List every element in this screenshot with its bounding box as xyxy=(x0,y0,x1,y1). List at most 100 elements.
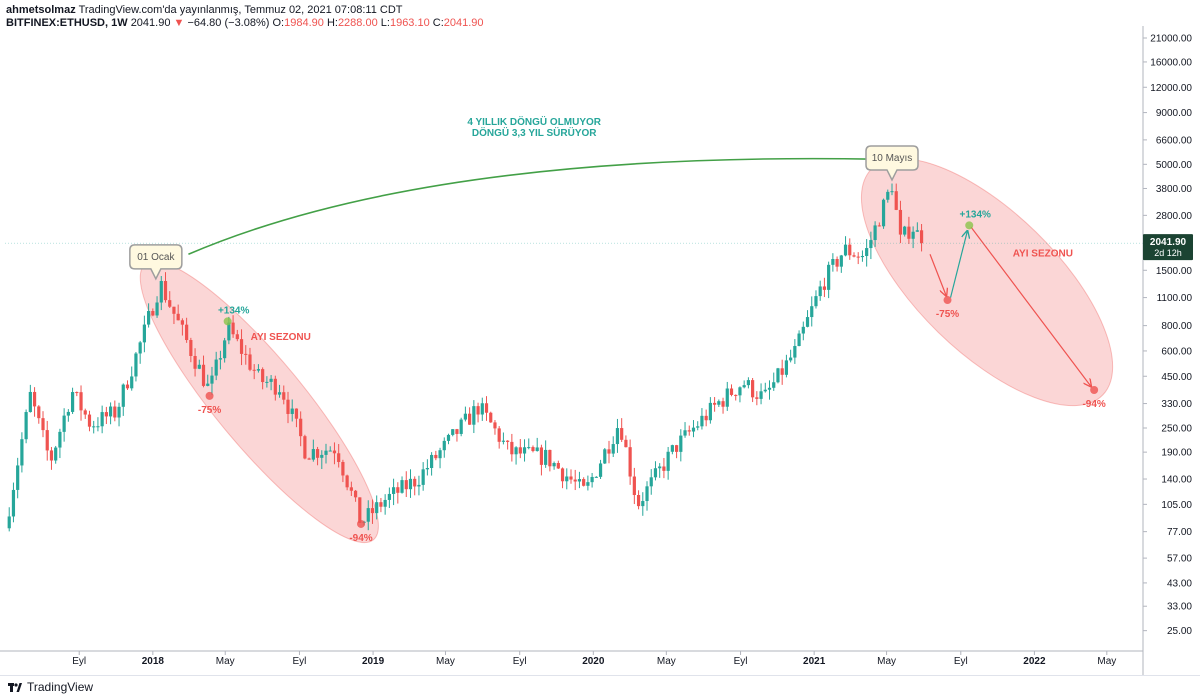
candle xyxy=(881,198,886,229)
candle xyxy=(535,437,539,452)
candle xyxy=(408,469,413,498)
candle-body xyxy=(641,501,645,507)
candle-body xyxy=(784,360,789,375)
bear-season-label: AYI SEZONU xyxy=(251,332,311,343)
candle xyxy=(679,429,683,462)
price-tick-label: 2800.00 xyxy=(1156,211,1193,222)
candle-body xyxy=(358,497,362,523)
symbol-label[interactable]: BITFINEX:ETHUSD, 1W xyxy=(6,17,128,29)
candle xyxy=(522,439,527,462)
candle-body xyxy=(780,368,784,375)
candle xyxy=(497,426,501,449)
candle-body xyxy=(801,326,805,334)
candle xyxy=(556,460,560,470)
candle-body xyxy=(831,259,835,265)
candle xyxy=(641,492,645,516)
candle-body xyxy=(776,368,780,383)
candle xyxy=(636,490,641,510)
down-triangle-icon: ▼ xyxy=(173,17,185,29)
percent-label: +134% xyxy=(218,305,250,316)
tradingview-logo[interactable]: TradingView xyxy=(8,680,93,694)
price-tick-label: 1100.00 xyxy=(1157,293,1193,304)
candle-body xyxy=(721,401,725,407)
low-value: 1963.10 xyxy=(389,17,430,29)
candle xyxy=(324,443,328,464)
candle-body xyxy=(16,465,20,490)
candle xyxy=(810,296,814,327)
percent-label: -94% xyxy=(1082,399,1105,410)
candle xyxy=(459,417,463,437)
candle-body xyxy=(645,486,649,502)
candle-body xyxy=(691,427,696,432)
candle xyxy=(400,476,404,494)
candle xyxy=(544,440,548,468)
chart-header: ahmetsolmaz TradingView.com'da yayınlanm… xyxy=(6,4,484,30)
candle-body xyxy=(125,384,130,389)
candle-body xyxy=(430,454,434,469)
price-tick-label: 21000.00 xyxy=(1150,34,1192,45)
candle-body xyxy=(666,451,670,471)
candle-body xyxy=(206,383,210,386)
candle-body xyxy=(408,478,413,490)
price-axis[interactable]: 21000.00 16000.00 12000.00 9000.00 6600.00 50… xyxy=(1142,26,1193,675)
candle xyxy=(320,450,324,470)
candle-body xyxy=(147,311,151,325)
candle-body xyxy=(104,412,108,417)
candle-body xyxy=(117,406,121,418)
candle-body xyxy=(7,516,11,529)
candle-body xyxy=(387,493,391,500)
candle-body xyxy=(434,454,438,459)
candle xyxy=(468,407,472,425)
candle xyxy=(476,402,480,423)
candle xyxy=(345,474,349,491)
candle-body xyxy=(877,225,881,227)
candle-body xyxy=(290,408,294,414)
candle-body xyxy=(269,378,273,382)
candle xyxy=(294,408,299,428)
time-axis[interactable]: Eyl 2018 May Eyl 2019 May Eyl 2020 May Eyl 2021 May… xyxy=(0,650,1143,667)
candle-body xyxy=(607,449,611,454)
candle xyxy=(856,252,860,265)
candle xyxy=(670,444,674,455)
candle xyxy=(565,468,569,490)
price-chart[interactable]: 01 Ocak 10 Mayıs 4 YILLIK DÖNGÜ OLMUYORDÖN… xyxy=(0,0,1200,675)
candle-body xyxy=(142,324,146,343)
candle-body xyxy=(852,255,856,257)
time-tick-label: 2021 xyxy=(803,656,826,667)
candle-body xyxy=(189,340,193,356)
candle-body xyxy=(66,411,70,416)
candle-body xyxy=(556,463,560,469)
candle-body xyxy=(489,412,493,423)
candle-body xyxy=(277,392,282,395)
candle-body xyxy=(873,225,877,241)
callout-text: 10 Mayıs xyxy=(872,153,913,164)
candle xyxy=(108,402,113,425)
time-tick-label: 2019 xyxy=(362,656,385,667)
open-label: O: xyxy=(272,17,285,29)
publisher-name[interactable]: ahmetsolmaz xyxy=(6,4,76,16)
candle-body xyxy=(763,389,767,392)
candle xyxy=(370,499,375,524)
projection-arrow xyxy=(949,231,968,298)
candle xyxy=(349,481,353,496)
candle xyxy=(235,329,239,342)
time-tick-label: 2020 xyxy=(582,656,605,667)
candle xyxy=(315,446,320,466)
candle-body xyxy=(180,320,185,325)
candle-body xyxy=(185,324,189,341)
candle-body xyxy=(130,376,134,389)
percent-label: -75% xyxy=(936,309,959,320)
candle xyxy=(805,310,810,328)
target-point xyxy=(357,519,366,528)
candle xyxy=(645,481,649,511)
candle xyxy=(332,442,337,465)
candle xyxy=(674,444,679,459)
candle-body xyxy=(294,408,299,419)
candle-body xyxy=(615,428,620,445)
candle xyxy=(425,459,429,476)
candle xyxy=(391,478,396,506)
time-tick-label: May xyxy=(657,656,676,667)
candle xyxy=(725,381,729,411)
candle xyxy=(649,469,653,495)
time-tick-label: Eyl xyxy=(954,656,968,667)
